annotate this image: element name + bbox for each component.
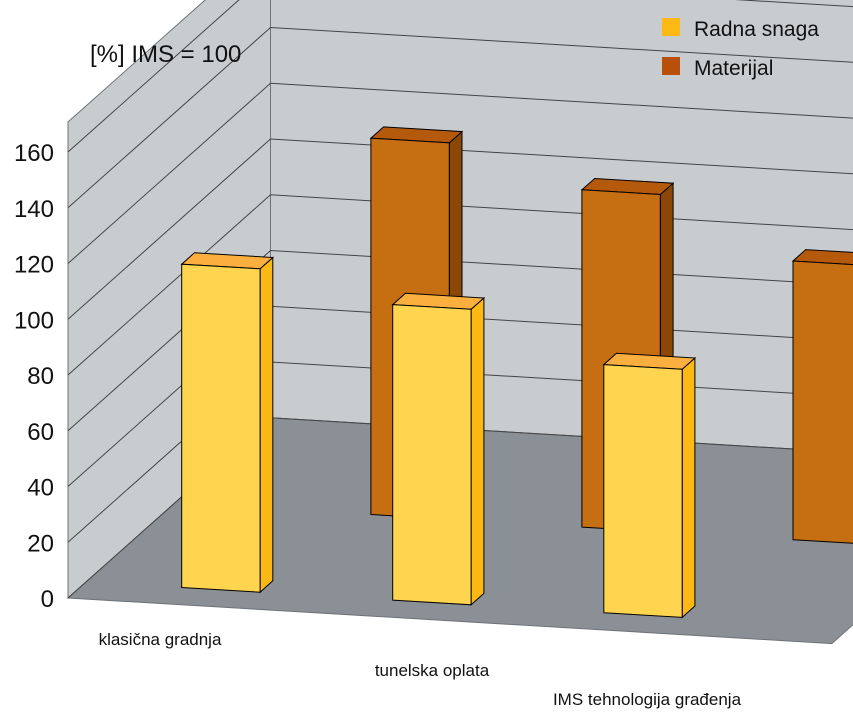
y-tick-label: 60 <box>27 419 54 446</box>
bar-side-face <box>259 256 274 594</box>
y-tick-label: 80 <box>27 363 54 390</box>
y-tick-label: 160 <box>14 140 54 167</box>
y-tick-label: 40 <box>27 475 54 502</box>
x-category-label: tunelska oplata <box>375 661 490 680</box>
y-axis-unit-label: [%] IMS = 100 <box>90 41 241 68</box>
bar-front-face <box>792 260 853 544</box>
gridline <box>67 194 853 376</box>
bar-front-face <box>181 263 261 593</box>
gridline <box>67 26 853 209</box>
gridline <box>67 138 853 320</box>
legend-label-radna-snaga: Radna snaga <box>694 18 819 41</box>
legend-label-materijal: Materijal <box>694 57 773 80</box>
y-tick-label: 20 <box>27 530 54 557</box>
bars <box>180 126 853 619</box>
x-category-label: IMS tehnologija građenja <box>553 690 742 709</box>
gridline <box>67 249 853 432</box>
bar-radna-snaga-2 <box>602 352 697 619</box>
bar-side-face <box>681 356 696 619</box>
y-tick-label: 100 <box>14 307 54 334</box>
x-category-label: klasična gradnja <box>99 630 222 649</box>
y-tick-label: 140 <box>14 196 54 223</box>
bar-front-face <box>392 304 472 606</box>
y-tick-label: 0 <box>41 586 54 613</box>
legend-swatch-radna-snaga <box>662 18 680 36</box>
y-axis-ticks: 0 20 40 60 80 100 120 140 160 <box>14 140 54 613</box>
y-tick-label: 120 <box>14 252 54 279</box>
bar-radna-snaga-1 <box>391 292 486 606</box>
legend-swatch-materijal <box>662 57 680 75</box>
gridline <box>67 82 853 264</box>
gridline <box>67 0 853 153</box>
bar-front-face <box>603 364 683 618</box>
legend: Radna snaga Materijal <box>662 18 819 80</box>
x-axis-categories: klasična gradnja tunelska oplata IMS tehno… <box>99 630 742 709</box>
bar-materijal-2 <box>791 249 853 544</box>
bar-radna-snaga-0 <box>180 252 275 594</box>
bar-side-face <box>470 296 485 606</box>
